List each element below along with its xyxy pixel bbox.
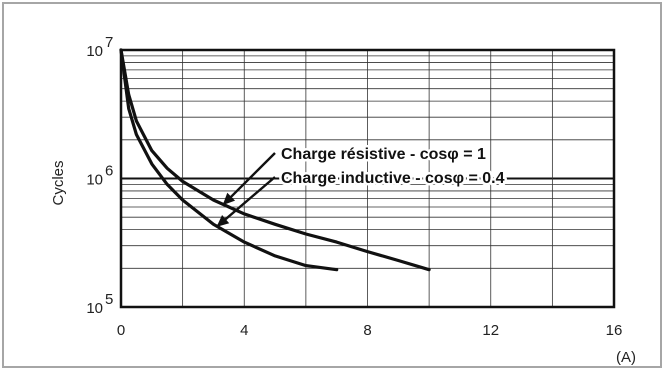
x-tick-label: 0	[117, 322, 125, 339]
y-tick-label: 10	[86, 172, 103, 189]
x-tick-label: 12	[482, 322, 499, 339]
grid	[121, 50, 614, 307]
x-tick-label: 8	[363, 322, 371, 339]
x-tick-label: 4	[240, 322, 248, 339]
annotation-arrow-line	[215, 176, 276, 228]
series-line-2	[119, 48, 339, 272]
annotation-arrow-line	[221, 152, 276, 207]
y-tick-exponent: 5	[105, 291, 113, 308]
x-axis-unit-label: (A)	[616, 349, 636, 366]
annotation-label: Charge inductive - cosφ = 0.4	[281, 170, 505, 187]
annotation-arrowhead	[222, 192, 236, 206]
series-group	[119, 48, 431, 272]
y-axis-label: Cycles	[50, 160, 67, 205]
annotation-arrows	[215, 152, 276, 228]
plot-border	[119, 48, 616, 309]
annotation-labels: Charge résistive - cosφ = 1 Charge induct…	[279, 144, 508, 190]
y-tick-exponent: 7	[105, 34, 113, 51]
y-tick-exponent: 6	[105, 163, 113, 180]
annotation-label: Charge résistive - cosφ = 1	[281, 146, 486, 163]
y-tick-label: 10	[86, 43, 103, 60]
annotation-arrowhead	[216, 214, 230, 227]
x-tick-label: 16	[606, 322, 623, 339]
series-line-1	[119, 48, 431, 272]
y-tick-label: 10	[86, 300, 103, 317]
